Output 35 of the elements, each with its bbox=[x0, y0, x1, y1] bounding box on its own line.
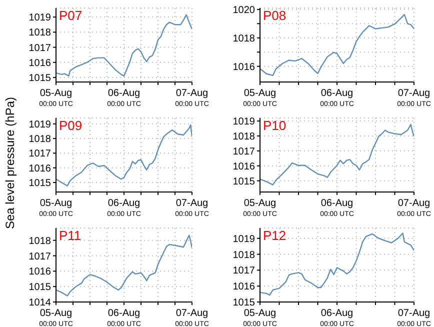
y-tick-label: 1016 bbox=[28, 266, 52, 278]
y-tick-label: 1018 bbox=[28, 134, 52, 146]
y-tick-label: 1016 bbox=[28, 163, 52, 174]
y-tick-label: 1019 bbox=[232, 234, 256, 245]
chart-title: P10 bbox=[263, 118, 286, 134]
y-tick-label: 1016 bbox=[232, 62, 256, 73]
y-tick-label: 1018 bbox=[28, 28, 52, 39]
chart-title: P09 bbox=[59, 118, 82, 134]
y-tick-label: 1016 bbox=[28, 58, 52, 69]
chart-title: P11 bbox=[59, 228, 82, 244]
chart-title: P12 bbox=[263, 228, 286, 244]
y-tick-label: 1020 bbox=[232, 4, 256, 16]
y-tick-label: 1017 bbox=[232, 266, 256, 277]
chart-title: P07 bbox=[59, 8, 82, 24]
y-tick-label: 1016 bbox=[232, 282, 256, 293]
y-tick-label: 1019 bbox=[232, 116, 256, 128]
y-tick-label: 1014 bbox=[28, 298, 52, 309]
y-tick-label: 1018 bbox=[28, 236, 52, 247]
y-tick-label: 1015 bbox=[28, 282, 52, 294]
y-tick-label: 1019 bbox=[28, 12, 52, 24]
y-tick-label: 1015 bbox=[232, 176, 256, 188]
y-tick-label: 1018 bbox=[232, 250, 256, 261]
y-tick-label: 1015 bbox=[28, 178, 52, 190]
y-tick-label: 1015 bbox=[232, 298, 256, 309]
y-axis-title: Sea level pressure (hPa) bbox=[2, 96, 18, 232]
y-tick-label: 1017 bbox=[28, 42, 52, 54]
chart-title: P08 bbox=[263, 8, 286, 24]
y-tick-label: 1019 bbox=[28, 119, 52, 130]
y-tick-label: 1018 bbox=[232, 131, 256, 142]
y-tick-label: 1017 bbox=[28, 148, 52, 160]
y-tick-label: 1015 bbox=[28, 73, 52, 84]
y-tick-label: 1017 bbox=[232, 146, 256, 158]
y-tick-label: 1016 bbox=[232, 161, 256, 172]
y-tick-label: 1018 bbox=[232, 33, 256, 44]
y-tick-label: 1017 bbox=[28, 251, 52, 262]
